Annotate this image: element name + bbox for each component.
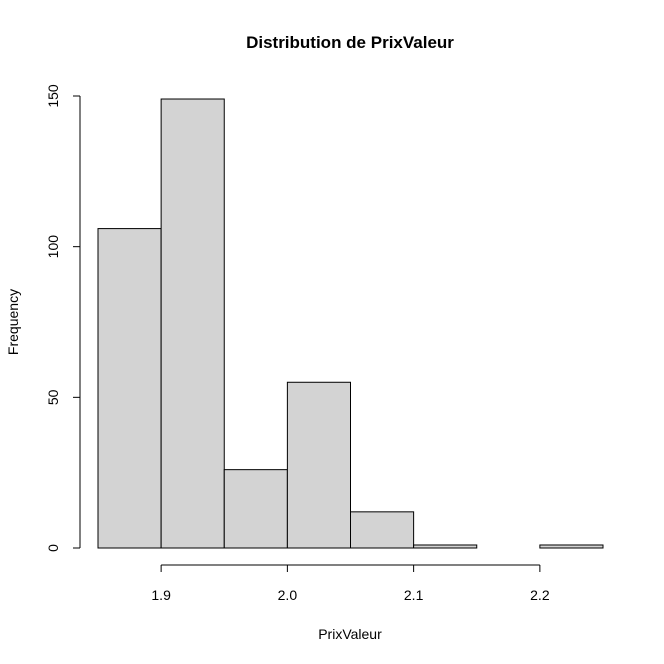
- histogram-bar-4: [350, 511, 415, 549]
- bars-group: [97, 98, 604, 549]
- y-tick-label-2: 100: [45, 235, 61, 259]
- histogram-bar-1: [160, 98, 225, 549]
- y-tick-label-3: 150: [45, 84, 61, 108]
- chart-title: Distribution de PrixValeur: [246, 33, 454, 52]
- x-axis-label: PrixValeur: [318, 626, 382, 642]
- histogram-bar-5: [413, 544, 478, 549]
- y-axis: 0 50 100 150: [45, 84, 81, 552]
- x-tick-label-3: 2.2: [530, 587, 550, 603]
- histogram-bar-2: [223, 469, 288, 549]
- histogram-bar-3: [286, 381, 351, 549]
- y-tick-label-1: 50: [45, 389, 61, 405]
- x-axis: 1.9 2.0 2.1 2.2: [151, 564, 550, 603]
- y-axis-label: Frequency: [5, 289, 21, 355]
- y-tick-label-0: 0: [45, 544, 61, 552]
- x-tick-label-1: 2.0: [278, 587, 298, 603]
- x-tick-label-2: 2.1: [404, 587, 424, 603]
- x-tick-label-0: 1.9: [151, 587, 171, 603]
- histogram-bar-7: [539, 544, 604, 549]
- histogram-bar-0: [97, 228, 162, 549]
